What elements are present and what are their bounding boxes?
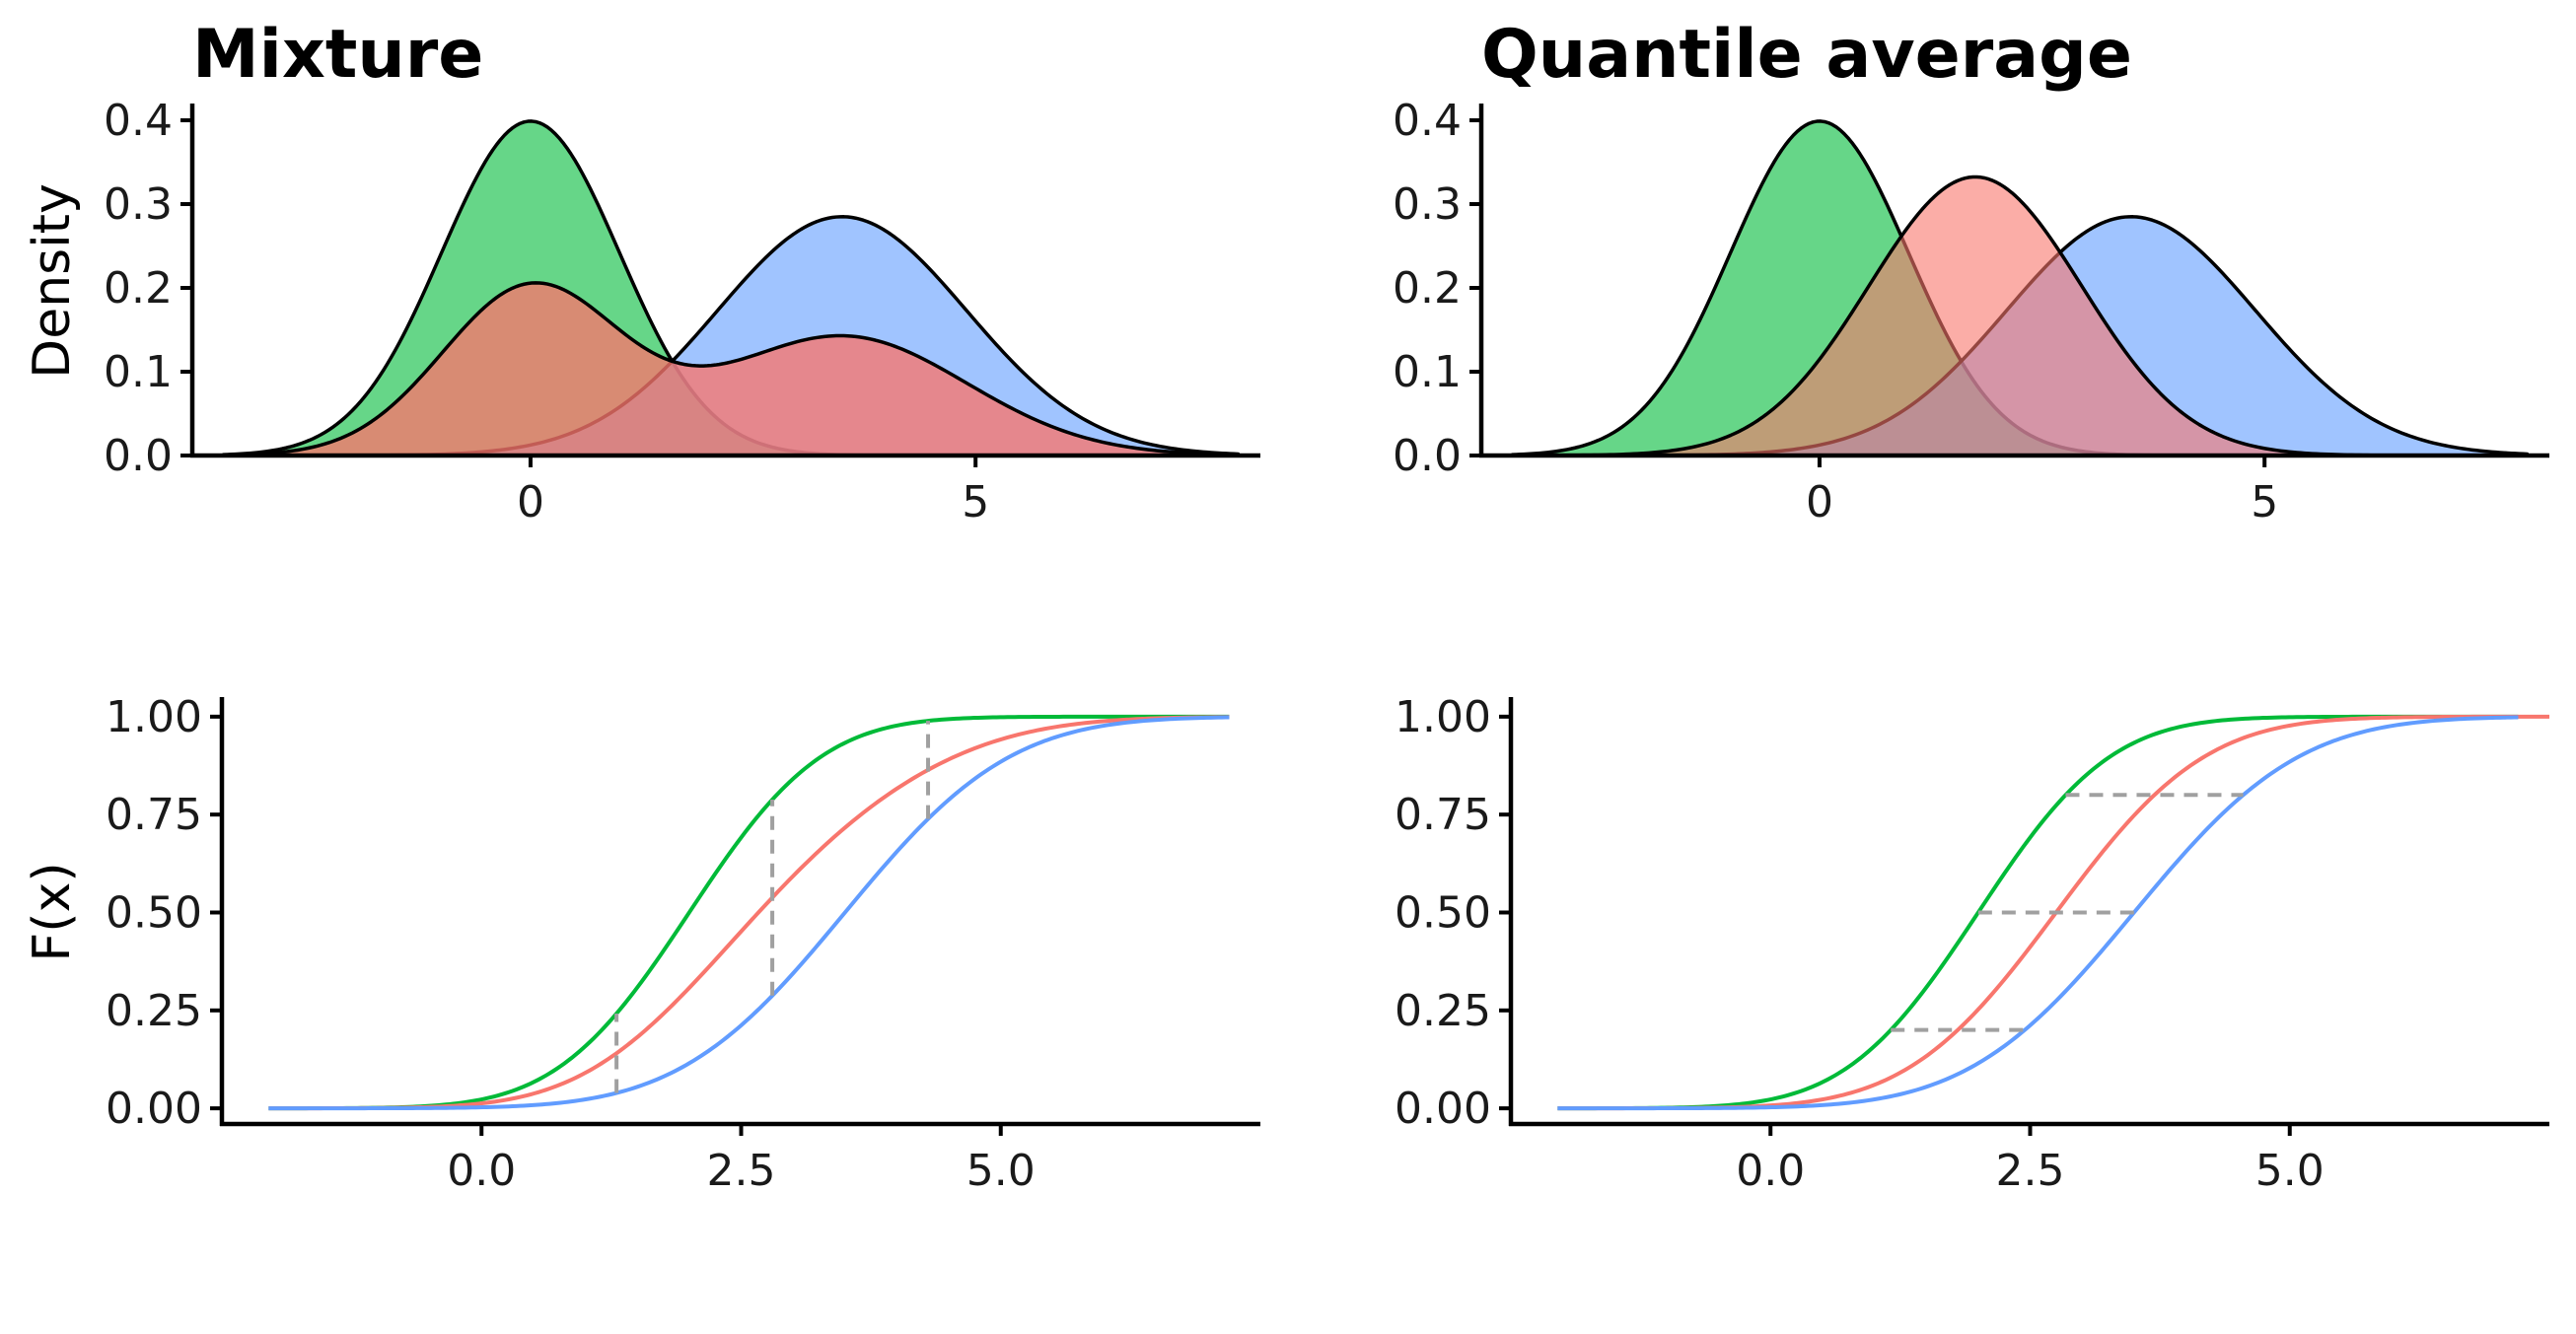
x-tick-label: 0 bbox=[517, 477, 544, 527]
y-axis-title-fx: F(x) bbox=[23, 862, 82, 961]
mixture-cdf-panel: F(x) 0.00 0.25 0.50 0.75 1.00 0.0 2.5 5.0 bbox=[23, 692, 1260, 1196]
y-tick-label: 0.00 bbox=[106, 1084, 202, 1134]
y-tick-label: 0.1 bbox=[1393, 347, 1462, 397]
density-series-layer bbox=[1510, 119, 2530, 457]
quantile-density-panel: Quantile average 0.0 0.1 0.2 0.3 0.4 0 5 bbox=[1393, 16, 2549, 527]
x-tick-label: 2.5 bbox=[707, 1146, 776, 1196]
density-area-red bbox=[221, 281, 1241, 457]
y-tick-label: 1.00 bbox=[106, 692, 202, 742]
x-tick-label: 2.5 bbox=[1996, 1146, 2065, 1196]
y-axis-title-density: Density bbox=[23, 183, 82, 379]
y-tick-label: 0.75 bbox=[106, 790, 202, 840]
y-tick-label: 0.75 bbox=[1395, 790, 1491, 840]
y-tick-label: 0.4 bbox=[104, 96, 173, 146]
cdf-line-green bbox=[268, 714, 1230, 1111]
cdf-line-blue bbox=[1557, 715, 2519, 1111]
y-tick-label: 0.3 bbox=[1393, 179, 1462, 230]
x-tick-label: 0.0 bbox=[447, 1146, 516, 1196]
cdf-line-blue bbox=[268, 715, 1230, 1111]
axes: 0.0 0.1 0.2 0.3 0.4 0 5 bbox=[1393, 96, 2549, 527]
y-tick-label: 0.1 bbox=[104, 347, 173, 397]
x-tick-label: 0.0 bbox=[1736, 1146, 1805, 1196]
axes: 0.0 0.1 0.2 0.3 0.4 0 5 bbox=[104, 96, 1260, 527]
y-tick-label: 1.00 bbox=[1395, 692, 1491, 742]
y-tick-label: 0.25 bbox=[106, 986, 202, 1036]
y-tick-label: 0.2 bbox=[1393, 263, 1462, 314]
y-tick-label: 0.50 bbox=[1395, 887, 1491, 938]
y-tick-label: 0.25 bbox=[1395, 986, 1491, 1036]
axes: 0.00 0.25 0.50 0.75 1.00 0.0 2.5 5.0 bbox=[1395, 692, 2549, 1196]
y-tick-label: 0.4 bbox=[1393, 96, 1462, 146]
x-tick-label: 5.0 bbox=[966, 1146, 1036, 1196]
y-tick-label: 0.0 bbox=[104, 431, 173, 481]
quantile-cdf-panel: 0.00 0.25 0.50 0.75 1.00 0.0 2.5 5.0 bbox=[1395, 692, 2549, 1196]
cdf-line-red bbox=[268, 715, 1230, 1111]
y-tick-label: 0.00 bbox=[1395, 1084, 1491, 1134]
y-tick-label: 0.3 bbox=[104, 179, 173, 230]
cdf-series-layer bbox=[268, 714, 1230, 1111]
x-tick-label: 0 bbox=[1806, 477, 1833, 527]
y-tick-label: 0.2 bbox=[104, 263, 173, 314]
density-series-layer bbox=[221, 119, 1241, 457]
cdf-series-layer bbox=[1557, 714, 2549, 1111]
panel-title-quantile-average: Quantile average bbox=[1481, 16, 2132, 94]
y-tick-label: 0.0 bbox=[1393, 431, 1462, 481]
mixture-density-panel: Mixture Density 0.0 0.1 0.2 0.3 0.4 0 5 bbox=[23, 16, 1260, 527]
x-tick-label: 5 bbox=[962, 477, 989, 527]
x-tick-label: 5 bbox=[2251, 477, 2278, 527]
y-tick-label: 0.50 bbox=[106, 887, 202, 938]
axes: 0.00 0.25 0.50 0.75 1.00 0.0 2.5 5.0 bbox=[106, 692, 1260, 1196]
x-tick-label: 5.0 bbox=[2255, 1146, 2325, 1196]
panel-title-mixture: Mixture bbox=[192, 16, 483, 94]
